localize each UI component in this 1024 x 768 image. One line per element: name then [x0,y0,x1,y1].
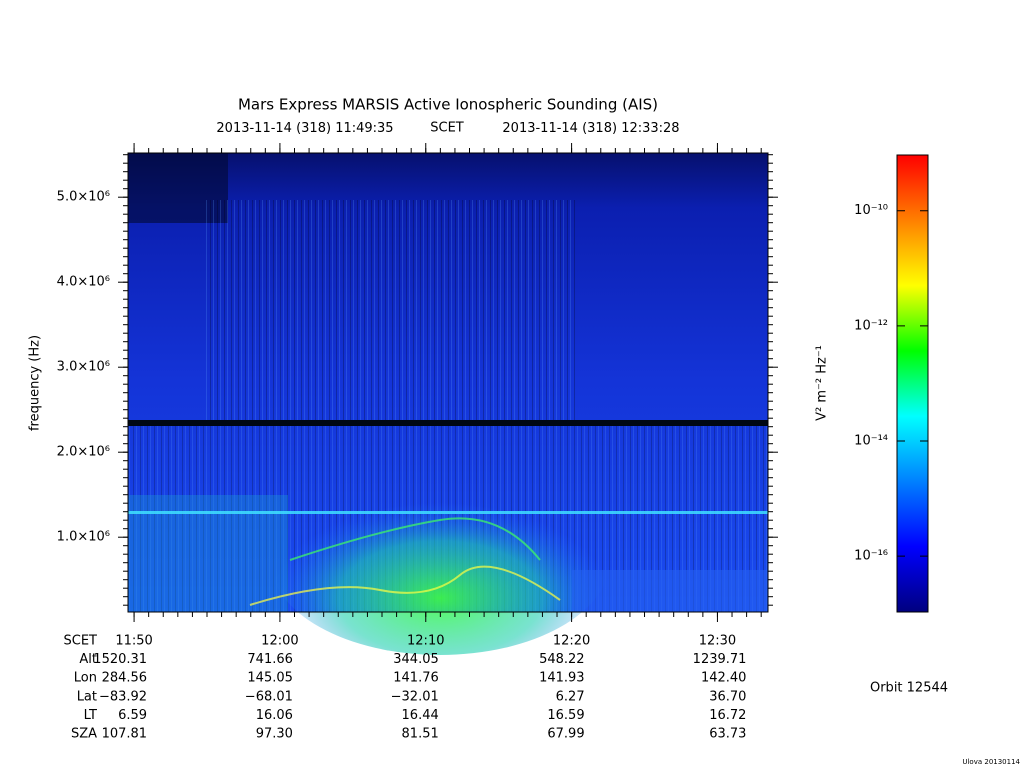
ephemeris-value: 344.05 [393,652,439,667]
y-tick-label: 4.0×10⁶ [57,275,110,290]
y-tick-label: 5.0×10⁶ [57,190,110,205]
ephemeris-value: 81.51 [402,727,439,742]
x-tick-label: 12:30 [699,634,736,649]
y-tick-label: 1.0×10⁶ [57,530,110,545]
colorbar-tick-label: 10⁻¹⁶ [854,549,888,564]
ephemeris-value: 145.05 [247,671,293,686]
ephemeris-row-label: Lon [74,671,97,686]
ephemeris-value: 741.66 [247,652,293,667]
ephemeris-value: 97.30 [256,727,293,742]
colorbar [896,154,929,613]
ephemeris-value: 141.76 [393,671,439,686]
end-date: 2013-11-14 (318) [502,121,617,136]
ephemeris-row-label: SZA [71,727,97,742]
subtitle-center: SCET [430,121,464,136]
end-time: 12:33:28 [621,121,679,136]
colorbar-tick-label: 10⁻¹⁴ [854,434,888,449]
ephemeris-value: 6.27 [556,689,585,704]
ephemeris-value: 63.73 [709,727,746,742]
chart-title: Mars Express MARSIS Active Ionospheric S… [238,96,658,114]
ephemeris-value: −32.01 [391,689,439,704]
ephemeris-value: 1239.71 [693,652,747,667]
y-tick-label: 2.0×10⁶ [57,445,110,460]
ephemeris-value: 6.59 [118,708,147,723]
ephemeris-value: 67.99 [547,727,584,742]
ephemeris-value: 284.56 [102,671,148,686]
ephemeris-row-label: Alt [79,652,97,667]
ephemeris-row-label: LT [84,708,97,723]
orbit: Orbit 12544 [870,681,948,696]
ephemeris-value: 16.44 [402,708,439,723]
plot-frame [127,152,769,613]
ephemeris-value: 36.70 [709,689,746,704]
ephemeris-value: 1520.31 [93,652,147,667]
ephemeris-value: 107.81 [102,727,148,742]
y-axis-label: frequency (Hz) [28,335,43,431]
x-tick-label: 12:10 [407,634,444,649]
colorbar-label: V² m⁻² Hz⁻¹ [815,345,830,421]
ephemeris-value: 142.40 [701,671,747,686]
x-tick-label: 12:20 [553,634,590,649]
spectrogram [128,153,768,655]
start-time: 11:49:35 [335,121,393,136]
ephemeris-row-label: SCET [64,634,98,649]
subtitle: 2013-11-14 (318) 12:33:28 [502,121,679,136]
ephemeris-value: 16.06 [256,708,293,723]
start-date: 2013-11-14 (318) [216,121,331,136]
colorbar-tick-label: 10⁻¹⁰ [854,203,888,218]
x-tick-label: 12:00 [261,634,298,649]
ephemeris-row-label: Lat [77,689,97,704]
x-tick-label: 11:50 [115,634,152,649]
ephemeris-value: −68.01 [245,689,293,704]
colorbar-tick-label: 10⁻¹² [854,318,888,333]
subtitle: 2013-11-14 (318) 11:49:35 [216,121,393,136]
ephemeris-value: 548.22 [539,652,585,667]
y-tick-label: 3.0×10⁶ [57,360,110,375]
ephemeris-value: −83.92 [99,689,147,704]
ephemeris-value: 16.72 [709,708,746,723]
ephemeris-value: 141.93 [539,671,585,686]
ephemeris-value: 16.59 [547,708,584,723]
footer: Ulova 20130114 [962,758,1020,766]
